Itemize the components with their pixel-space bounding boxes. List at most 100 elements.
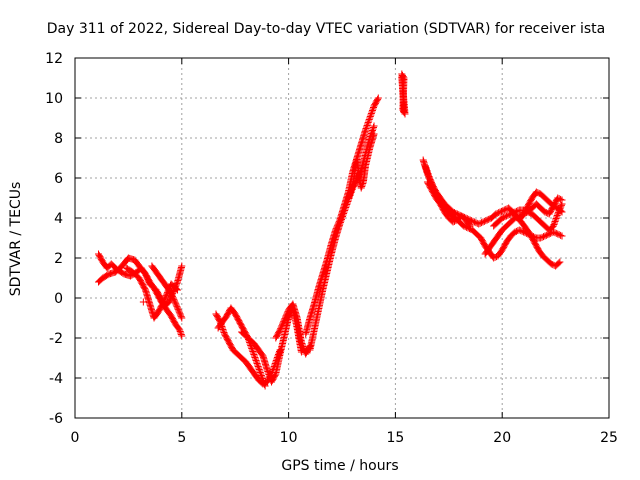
data-point: [172, 300, 180, 308]
data-point: [449, 218, 457, 226]
data-point: [169, 294, 177, 302]
data-point: [500, 213, 508, 221]
data-point: [249, 349, 257, 357]
data-point: [342, 204, 350, 211]
data-point: [483, 216, 491, 224]
series-seg-a4: [148, 262, 186, 322]
data-point: [271, 371, 279, 379]
data-point: [465, 221, 473, 229]
data-point: [252, 357, 260, 364]
data-point: [361, 126, 369, 134]
data-point: [174, 305, 182, 313]
data-point: [247, 343, 255, 351]
data-point: [370, 130, 378, 138]
data-point: [501, 213, 509, 221]
data-point: [363, 122, 371, 129]
data-point: [493, 209, 501, 217]
data-point: [539, 233, 547, 241]
data-point: [278, 320, 286, 328]
data-point: [277, 325, 285, 333]
data-point: [551, 218, 559, 225]
data-point: [346, 190, 354, 197]
data-point: [556, 258, 564, 266]
data-point: [555, 231, 563, 239]
series-seg-b2: [214, 304, 269, 390]
data-point: [478, 219, 486, 227]
data-point: [254, 361, 262, 369]
data-point: [498, 214, 506, 222]
data-point: [502, 212, 510, 220]
data-point: [490, 254, 498, 262]
data-point: [178, 332, 186, 340]
y-tick-label: 0: [54, 291, 63, 307]
data-point: [340, 210, 348, 217]
data-point: [341, 207, 349, 214]
series-seg-e5: [490, 194, 566, 230]
y-axis-label: SDTVAR / TECUs: [8, 182, 24, 297]
data-point: [558, 232, 566, 240]
data-point: [530, 233, 538, 241]
data-point: [177, 331, 185, 338]
data-point: [499, 207, 507, 215]
data-point: [534, 189, 542, 197]
data-point: [347, 187, 355, 194]
data-point: [338, 214, 346, 222]
data-point: [518, 227, 526, 235]
data-point: [347, 188, 355, 196]
data-point: [174, 304, 182, 312]
grid: [75, 58, 609, 418]
data-point: [512, 207, 520, 215]
series-seg-a3: [122, 264, 182, 322]
y-tick-label: 10: [45, 91, 63, 107]
data-point: [343, 201, 351, 208]
y-tick-label: -6: [49, 411, 63, 427]
data-point: [553, 212, 561, 219]
data-point: [160, 297, 168, 305]
data-points: [94, 70, 566, 390]
series-seg-b4: [272, 300, 314, 358]
data-point: [145, 277, 153, 285]
y-tick-label: 2: [54, 251, 63, 267]
ticks: 0 5 10 15 20 25 -6 -4 -2 0 2 4 6 8 10 12: [45, 51, 618, 446]
data-point: [374, 94, 382, 102]
data-point: [283, 310, 291, 318]
data-point: [265, 372, 273, 380]
x-tick-label: 0: [71, 430, 80, 446]
data-point: [515, 226, 523, 234]
data-point: [366, 114, 374, 122]
data-point: [364, 120, 372, 128]
data-point: [348, 185, 356, 193]
x-tick-label: 20: [493, 430, 511, 446]
data-point: [176, 310, 184, 318]
data-point: [282, 312, 290, 320]
data-point: [336, 220, 344, 228]
x-tick-label: 5: [177, 430, 186, 446]
data-point: [258, 375, 266, 382]
data-point: [342, 202, 350, 210]
data-point: [541, 232, 549, 240]
data-point: [549, 228, 557, 236]
data-point: [479, 218, 487, 226]
data-point: [527, 231, 535, 239]
data-point: [255, 366, 263, 373]
data-point: [538, 233, 546, 241]
data-point: [485, 215, 493, 223]
data-point: [173, 303, 181, 311]
data-point: [558, 208, 566, 216]
data-point: [495, 209, 503, 217]
data-point: [277, 323, 285, 331]
data-point: [139, 298, 147, 306]
data-point: [555, 259, 563, 267]
data-point: [345, 193, 353, 200]
data-point: [547, 260, 555, 268]
data-point: [363, 123, 371, 131]
data-point: [283, 309, 291, 317]
data-point: [339, 213, 347, 220]
data-point: [177, 329, 185, 337]
data-point: [368, 127, 376, 134]
data-point: [524, 230, 532, 238]
chart-title: Day 311 of 2022, Sidereal Day-to-day VTE…: [47, 21, 605, 37]
x-tick-label: 15: [386, 430, 404, 446]
data-point: [255, 364, 263, 372]
